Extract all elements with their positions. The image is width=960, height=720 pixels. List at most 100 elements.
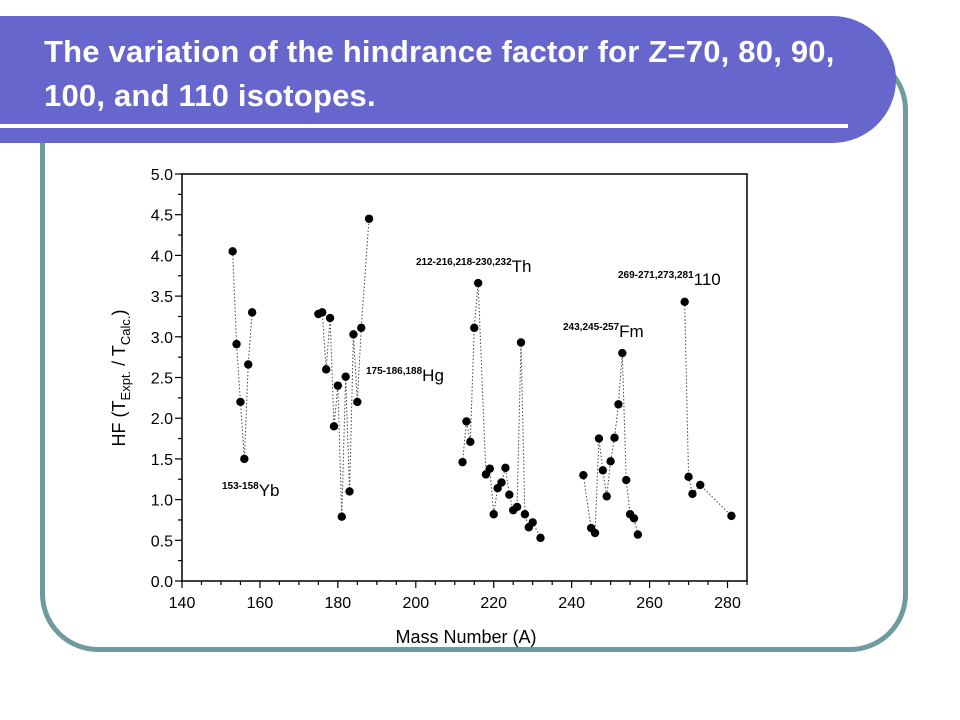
data-point [497, 478, 506, 487]
ticks-layer: 140 160 180 200 220 240 260 280 0.0 0.5 1.0 1.5 2.0 2… [151, 167, 748, 612]
data-point [364, 214, 374, 223]
x-tick-label: 220 [480, 595, 507, 612]
data-point [501, 463, 510, 473]
data-point [598, 466, 608, 475]
data-point [528, 518, 537, 527]
annotation-fm-sup: 243,245-257 [563, 322, 620, 333]
annotation-th-main: Th [512, 257, 532, 276]
y-tick-label: 4.0 [151, 248, 173, 265]
annotation-fm-main: Fm [619, 322, 644, 341]
annotation-hg-main: Hg [422, 366, 444, 385]
data-point [318, 308, 327, 317]
data-point [614, 400, 623, 409]
data-point [684, 472, 693, 482]
annotation-th-sup: 212-216,218-230,232 [416, 257, 512, 268]
y-axis-title-t1: T [109, 400, 129, 411]
series-layer [228, 214, 736, 543]
data-point [470, 323, 479, 333]
data-point [458, 457, 467, 467]
title-bar [0, 16, 896, 143]
x-tick-label: 160 [247, 595, 274, 612]
y-axis-title-suffix: ) [109, 310, 129, 316]
x-tick-label: 140 [169, 595, 196, 612]
data-point [622, 475, 631, 485]
annotation-110: 269-271,273,281110 [618, 270, 721, 289]
plot-area-border [181, 173, 748, 582]
data-point [240, 454, 249, 464]
y-tick-label: 1.0 [151, 493, 173, 510]
y-tick-label: 2.0 [151, 411, 173, 428]
data-point [727, 511, 736, 521]
slide-title: The variation of the hindrance factor fo… [44, 34, 835, 113]
data-point [353, 397, 362, 407]
data-point [321, 365, 331, 374]
x-tick-label: 280 [714, 595, 741, 612]
y-axis-title-t1-sub: Expt. [118, 371, 133, 401]
y-tick-label: 0.0 [151, 574, 173, 591]
annotation-th: 212-216,218-230,232Th [416, 257, 531, 276]
slide-frame [40, 52, 908, 652]
data-point [590, 528, 600, 538]
data-point [629, 514, 639, 523]
y-tick-label: 3.0 [151, 330, 173, 347]
data-point [341, 372, 350, 381]
y-axis-title: HF (TExpt. / TCalc.) [109, 310, 133, 447]
annotation-yb-sup: 153-158 [222, 481, 259, 492]
annotation-110-main: 110 [694, 270, 721, 289]
y-axis-title-t2: T [109, 345, 129, 356]
y-tick-label: 3.5 [151, 289, 173, 306]
y-tick-label: 0.5 [151, 533, 173, 550]
x-tick-label: 260 [636, 595, 663, 612]
data-point [680, 297, 689, 306]
data-point [489, 510, 498, 519]
series-line-0 [232, 251, 253, 459]
data-point [466, 437, 475, 447]
data-point [536, 533, 545, 543]
data-point [473, 278, 483, 288]
data-point [357, 323, 366, 333]
data-point [333, 381, 343, 390]
y-tick-label: 2.5 [151, 371, 173, 388]
x-axis-title: Mass Number (A) [395, 627, 536, 647]
series-line-3 [582, 353, 639, 535]
annotation-yb-main: Yb [259, 481, 280, 500]
data-point [228, 247, 237, 256]
y-axis-title-t2-sub: Calc. [118, 316, 133, 346]
data-point [594, 434, 604, 443]
series-line-4 [684, 301, 732, 517]
annotation-110-sup: 269-271,273,281 [618, 270, 694, 281]
data-point [505, 490, 514, 499]
x-tick-label: 200 [402, 595, 429, 612]
y-tick-label: 1.5 [151, 452, 173, 469]
data-point [516, 338, 526, 347]
y-tick-label: 4.5 [151, 208, 173, 225]
data-point [618, 348, 627, 358]
data-point [247, 308, 257, 317]
data-point [520, 510, 530, 519]
y-axis-title-sep: / [109, 356, 129, 371]
data-point [602, 492, 611, 501]
annotation-yb: 153-158Yb [222, 481, 280, 500]
data-point [606, 457, 615, 466]
series-line-2 [462, 283, 541, 539]
data-point [610, 433, 619, 442]
data-point [236, 397, 245, 407]
annotation-hg: 175-186,188Hg [366, 366, 444, 385]
data-point [337, 512, 346, 521]
x-tick-label: 240 [558, 595, 585, 612]
title-underline [0, 124, 848, 128]
data-point [462, 417, 471, 426]
y-tick-label: 5.0 [151, 167, 173, 184]
data-point [512, 502, 522, 512]
data-point [485, 464, 495, 473]
data-point [633, 530, 643, 539]
data-point [688, 489, 697, 499]
data-point [329, 422, 339, 431]
data-point [345, 487, 354, 496]
data-point [349, 330, 358, 339]
x-tick-label: 180 [325, 595, 352, 612]
data-point [232, 339, 241, 349]
annotation-hg-sup: 175-186,188 [366, 366, 423, 377]
y-axis-title-prefix: HF ( [109, 411, 129, 446]
